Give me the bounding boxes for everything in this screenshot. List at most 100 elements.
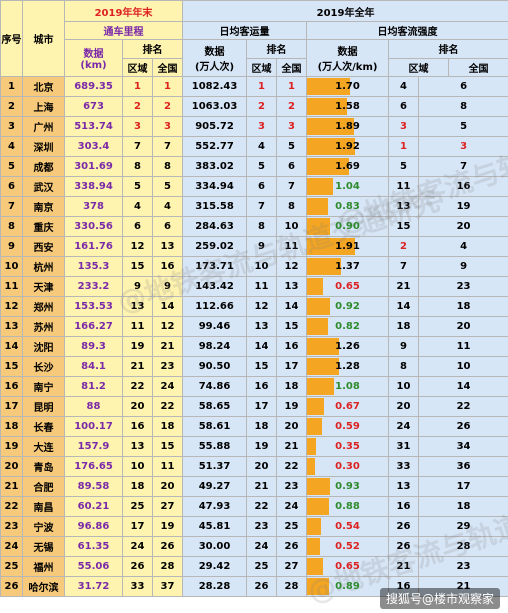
row-density: 1.04 (306, 176, 390, 197)
row-density-region-rank: 21 (388, 556, 420, 577)
row-index: 15 (0, 356, 23, 377)
row-mileage-nation-rank: 18 (151, 416, 184, 437)
row-flow-nation-rank: 24 (276, 496, 308, 517)
density-value: 1.92 (335, 141, 360, 152)
row-index: 21 (0, 476, 23, 497)
table-row: 14 沈阳 89.3 19 21 98.24 14 16 1.26 9 11 (0, 336, 508, 357)
row-city: 昆明 (22, 396, 65, 417)
row-mileage-region-rank: 10 (122, 456, 153, 477)
row-mileage-region-rank: 1 (122, 76, 153, 97)
header-mileage-rank: 排名 (123, 41, 182, 59)
row-density-nation-rank: 28 (418, 536, 508, 557)
row-density-region-rank: 18 (388, 316, 420, 337)
density-bar (307, 558, 324, 575)
row-flow: 1063.03 (182, 96, 248, 117)
table-row: 1 北京 689.35 1 1 1082.43 1 1 1.70 4 6 (0, 76, 508, 97)
row-density-nation-rank: 19 (418, 196, 508, 217)
row-mileage: 89.58 (64, 476, 123, 497)
header-density-region: 区域 (390, 58, 450, 76)
density-bar (307, 98, 348, 115)
row-mileage-region-rank: 17 (122, 516, 153, 537)
row-flow-region-rank: 10 (246, 256, 278, 277)
row-mileage-region-rank: 6 (122, 216, 153, 237)
row-density-region-rank: 15 (388, 216, 420, 237)
row-index: 7 (0, 196, 23, 217)
row-mileage-nation-rank: 4 (151, 196, 184, 217)
density-bar (307, 358, 340, 375)
row-mileage: 89.3 (64, 336, 123, 357)
row-density-region-rank: 13 (388, 476, 420, 497)
row-city: 青岛 (22, 456, 65, 477)
row-density-region-rank: 4 (388, 76, 420, 97)
row-mileage-region-rank: 11 (122, 316, 153, 337)
row-mileage-nation-rank: 5 (151, 176, 184, 197)
row-density: 1.69 (306, 156, 390, 177)
row-index: 19 (0, 436, 23, 457)
row-flow-region-rank: 9 (246, 236, 278, 257)
row-city: 福州 (22, 556, 65, 577)
row-flow-region-rank: 21 (246, 476, 278, 497)
density-value: 0.65 (335, 281, 360, 292)
row-mileage: 330.56 (64, 216, 123, 237)
row-density: 0.59 (306, 416, 390, 437)
row-density: 0.88 (306, 496, 390, 517)
row-mileage-region-rank: 26 (122, 556, 153, 577)
row-density: 1.58 (306, 96, 390, 117)
row-density: 1.91 (306, 236, 390, 257)
row-density: 0.52 (306, 536, 390, 557)
row-city: 哈尔滨 (22, 576, 65, 597)
row-flow: 47.93 (182, 496, 248, 517)
density-value: 0.54 (335, 521, 360, 532)
density-bar (307, 538, 321, 555)
header-flow-data: 数据 (万人次) (182, 39, 248, 77)
density-bar (307, 78, 351, 95)
row-density-nation-rank: 8 (418, 96, 508, 117)
row-mileage-nation-rank: 16 (151, 256, 184, 277)
density-value: 1.08 (335, 381, 360, 392)
table-row: 22 南昌 60.21 25 27 47.93 22 24 0.88 16 18 (0, 496, 508, 517)
row-flow-nation-rank: 17 (276, 356, 308, 377)
density-value: 0.67 (335, 401, 360, 412)
row-density: 0.65 (306, 276, 390, 297)
row-flow-nation-rank: 6 (276, 156, 308, 177)
row-flow-nation-rank: 19 (276, 396, 308, 417)
density-value: 1.04 (335, 181, 360, 192)
density-bar (307, 178, 334, 195)
row-flow-region-rank: 17 (246, 396, 278, 417)
row-flow-nation-rank: 22 (276, 456, 308, 477)
table-row: 9 西安 161.76 12 13 259.02 9 11 1.91 2 4 (0, 236, 508, 257)
row-density-nation-rank: 22 (418, 396, 508, 417)
row-mileage-region-rank: 2 (122, 96, 153, 117)
density-value: 0.92 (335, 301, 360, 312)
row-mileage: 233.2 (64, 276, 123, 297)
row-density-nation-rank: 5 (418, 116, 508, 137)
row-index: 23 (0, 516, 23, 537)
density-value: 0.30 (335, 461, 360, 472)
row-density: 1.26 (306, 336, 390, 357)
row-mileage-nation-rank: 12 (151, 316, 184, 337)
row-mileage-nation-rank: 21 (151, 336, 184, 357)
row-index: 12 (0, 296, 23, 317)
row-mileage: 161.76 (64, 236, 123, 257)
row-density-nation-rank: 6 (418, 76, 508, 97)
density-value: 0.88 (335, 501, 360, 512)
row-density: 0.30 (306, 456, 390, 477)
row-density-nation-rank: 10 (418, 356, 508, 377)
row-flow-region-rank: 6 (246, 176, 278, 197)
row-flow: 58.65 (182, 396, 248, 417)
row-flow-region-rank: 3 (246, 116, 278, 137)
density-bar (307, 158, 350, 175)
row-density: 0.93 (306, 476, 390, 497)
row-mileage: 166.27 (64, 316, 123, 337)
row-mileage-region-rank: 8 (122, 156, 153, 177)
row-mileage-nation-rank: 20 (151, 476, 184, 497)
row-index: 5 (0, 156, 23, 177)
row-mileage: 88 (64, 396, 123, 417)
density-value: 0.52 (335, 541, 360, 552)
header-city: 城市 (22, 0, 65, 77)
row-mileage-region-rank: 18 (122, 476, 153, 497)
row-density-nation-rank: 16 (418, 176, 508, 197)
header-idx: 序号 (0, 0, 23, 77)
header-mileage-data: 数据 (km) (64, 39, 123, 77)
header-flow-region: 区域 (248, 58, 278, 76)
